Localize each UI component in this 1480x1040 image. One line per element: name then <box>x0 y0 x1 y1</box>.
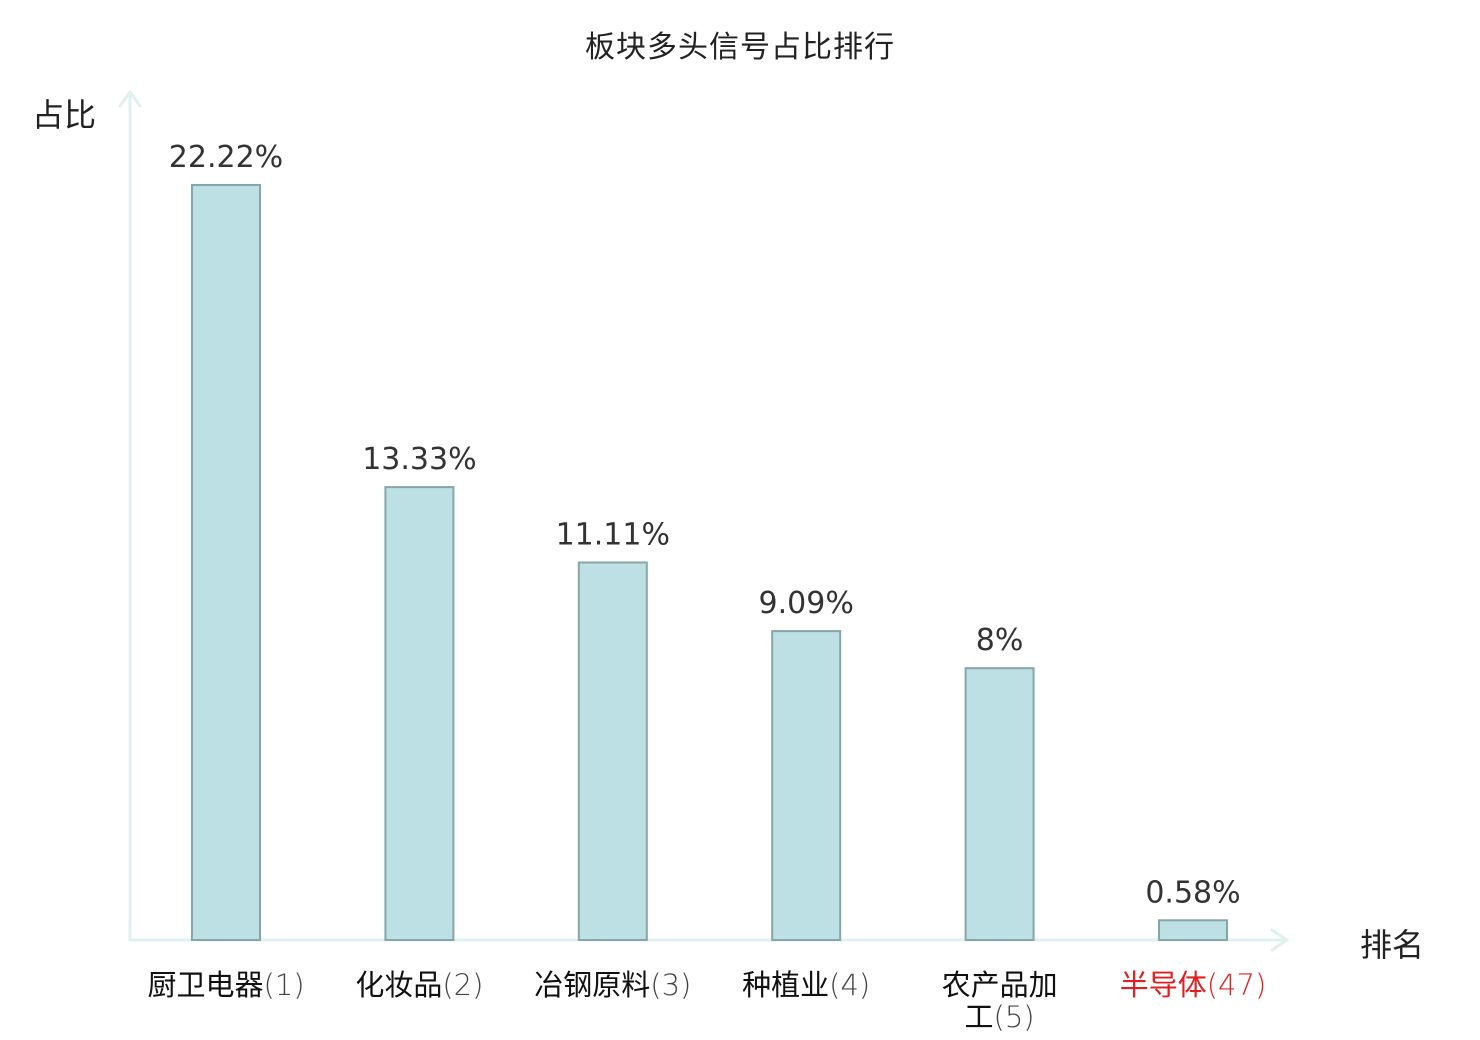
bar <box>771 630 842 941</box>
bar <box>1158 919 1228 941</box>
value-labels: 22.22% 13.33% 11.11% 9.09% 8% 0.58% <box>169 140 1241 910</box>
x-axis-arrow-icon <box>1270 928 1289 952</box>
category-label: 半导体(47) <box>1120 968 1267 1002</box>
category-label: 冶钢原料(3) <box>534 968 691 1002</box>
axes <box>118 90 1289 952</box>
bar <box>191 184 261 941</box>
value-label: 0.58% <box>1145 875 1240 910</box>
category-label: 种植业(4) <box>742 968 870 1002</box>
bars <box>191 184 1228 941</box>
category-label: 农产品加 <box>942 968 1058 1002</box>
chart-title: 板块多头信号占比排行 <box>585 30 895 65</box>
value-label: 11.11% <box>556 518 670 553</box>
bar <box>964 667 1035 941</box>
y-axis-arrow-icon <box>118 90 142 108</box>
category-label: 工(5) <box>965 1000 1035 1034</box>
value-label: 22.22% <box>169 140 283 175</box>
value-label: 8% <box>976 623 1024 658</box>
x-axis-label: 排名 <box>1360 926 1425 964</box>
value-label: 9.09% <box>759 586 854 621</box>
y-axis-label: 占比 <box>32 96 97 134</box>
category-label: 化妆品(2) <box>355 968 483 1002</box>
category-label: 厨卫电器(1) <box>147 968 304 1002</box>
bar <box>577 561 648 941</box>
value-label: 13.33% <box>362 442 476 477</box>
bar <box>384 486 455 941</box>
